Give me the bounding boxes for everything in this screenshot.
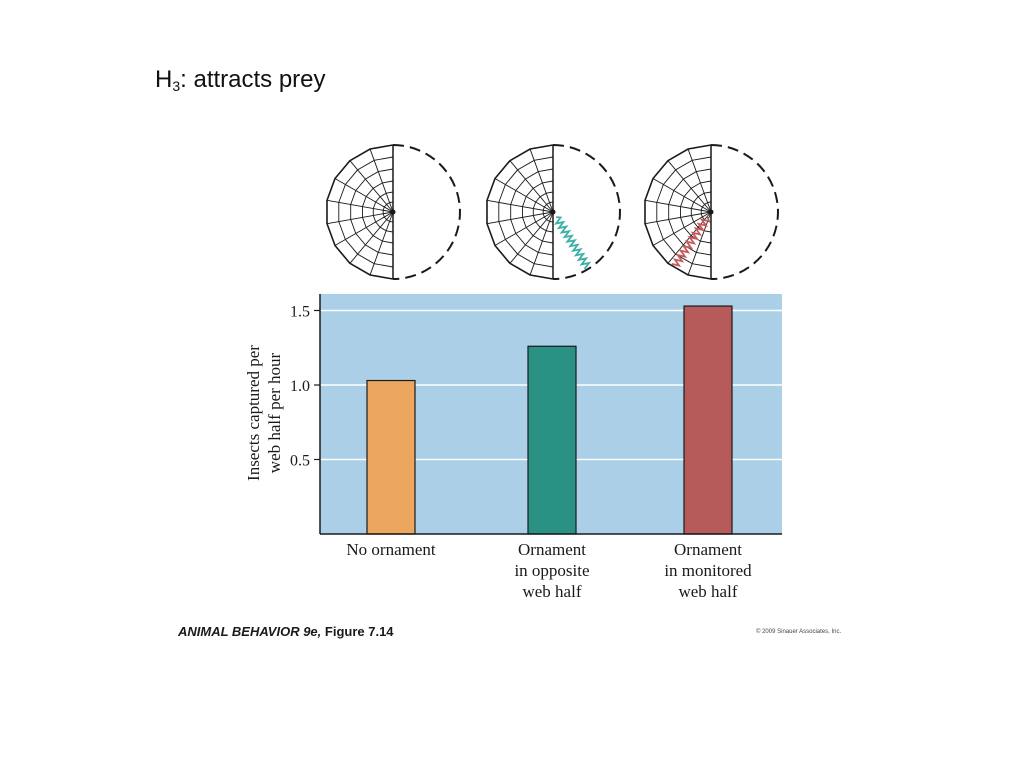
web-ring	[656, 156, 712, 268]
web-hub	[708, 209, 714, 215]
web-spoke	[652, 211, 712, 246]
web-spoke	[529, 148, 554, 213]
web-half-outline-dashed	[392, 144, 461, 280]
web-ring	[668, 168, 712, 256]
web-outer-edge	[326, 144, 394, 280]
web-ring	[382, 201, 394, 223]
y-axis-title: Insects captured per web half per hour	[244, 345, 284, 481]
web-spoke	[334, 211, 394, 246]
web-spoke	[349, 160, 394, 213]
web-spoke	[494, 178, 554, 213]
y-tick-label: 1.0	[290, 378, 310, 395]
web-hub	[390, 209, 396, 215]
web-spoke	[644, 211, 712, 225]
x-category-label: in monitored	[664, 561, 752, 580]
caption-figure: Figure 7.14	[324, 624, 394, 639]
web-spoke	[529, 211, 554, 276]
copyright-notice: © 2009 Sinauer Associates, Inc.	[756, 629, 842, 635]
title-subscript: 3	[172, 78, 181, 94]
web-ring	[498, 156, 554, 268]
caption-book: ANIMAL BEHAVIOR 9e,	[178, 624, 322, 639]
web-ring	[532, 191, 554, 233]
web-spoke	[687, 211, 712, 276]
spider-web-diagram	[486, 144, 621, 280]
web-spoke	[652, 178, 712, 213]
web-spoke	[687, 148, 712, 213]
x-category-label: No ornament	[346, 540, 436, 559]
web-diagrams	[326, 144, 779, 280]
web-ring	[338, 156, 394, 268]
bar	[683, 305, 733, 535]
web-spoke	[334, 178, 394, 213]
spider-web-diagram	[326, 144, 461, 280]
web-spoke	[369, 148, 394, 213]
web-outer-edge	[644, 144, 712, 280]
y-tick-label: 1.5	[290, 304, 310, 321]
web-spoke	[326, 199, 394, 213]
web-spoke	[494, 211, 554, 246]
y-axis-title-line: web half per hour	[265, 352, 284, 473]
x-category-label: web half	[678, 582, 737, 601]
web-spoke	[486, 211, 554, 225]
spider-web-diagram	[644, 144, 779, 280]
web-spoke	[486, 199, 554, 213]
title-main: H	[155, 66, 173, 93]
web-ring	[510, 168, 554, 256]
web-ring	[372, 191, 394, 233]
bar	[366, 379, 416, 535]
x-category-label: Ornament	[674, 540, 742, 559]
y-axis-title-line: Insects captured per	[244, 345, 263, 481]
web-half-outline-dashed	[552, 144, 621, 280]
x-category-labels: No ornament Ornament in opposite web half Or…	[346, 540, 752, 601]
web-spoke	[326, 211, 394, 225]
web-spoke	[509, 160, 554, 213]
web-ornament-stabilimentum	[671, 216, 711, 268]
web-ornament-stabilimentum	[553, 216, 592, 270]
web-spoke	[644, 199, 712, 213]
web-hub	[550, 209, 556, 215]
y-tick-label: 0.5	[290, 453, 310, 470]
web-spoke	[369, 211, 394, 276]
figure-caption: ANIMAL BEHAVIOR 9e, Figure 7.14	[178, 624, 394, 639]
web-half-outline-dashed	[710, 144, 779, 280]
x-category-label: Ornament	[518, 540, 586, 559]
web-ring	[542, 201, 554, 223]
web-spoke	[667, 160, 712, 213]
web-spoke	[509, 211, 554, 264]
web-ring	[350, 168, 394, 256]
y-ticks: 0.5 1.0 1.5	[290, 304, 320, 470]
slide-title: H3: attracts prey	[155, 66, 326, 94]
web-ring	[362, 180, 394, 244]
x-category-label: in opposite	[514, 561, 589, 580]
bar	[527, 345, 577, 535]
web-spoke	[349, 211, 394, 264]
bars	[366, 305, 733, 535]
web-outer-edge	[486, 144, 554, 280]
web-ring	[522, 180, 554, 244]
title-rest: : attracts prey	[180, 66, 326, 93]
x-category-label: web half	[522, 582, 581, 601]
